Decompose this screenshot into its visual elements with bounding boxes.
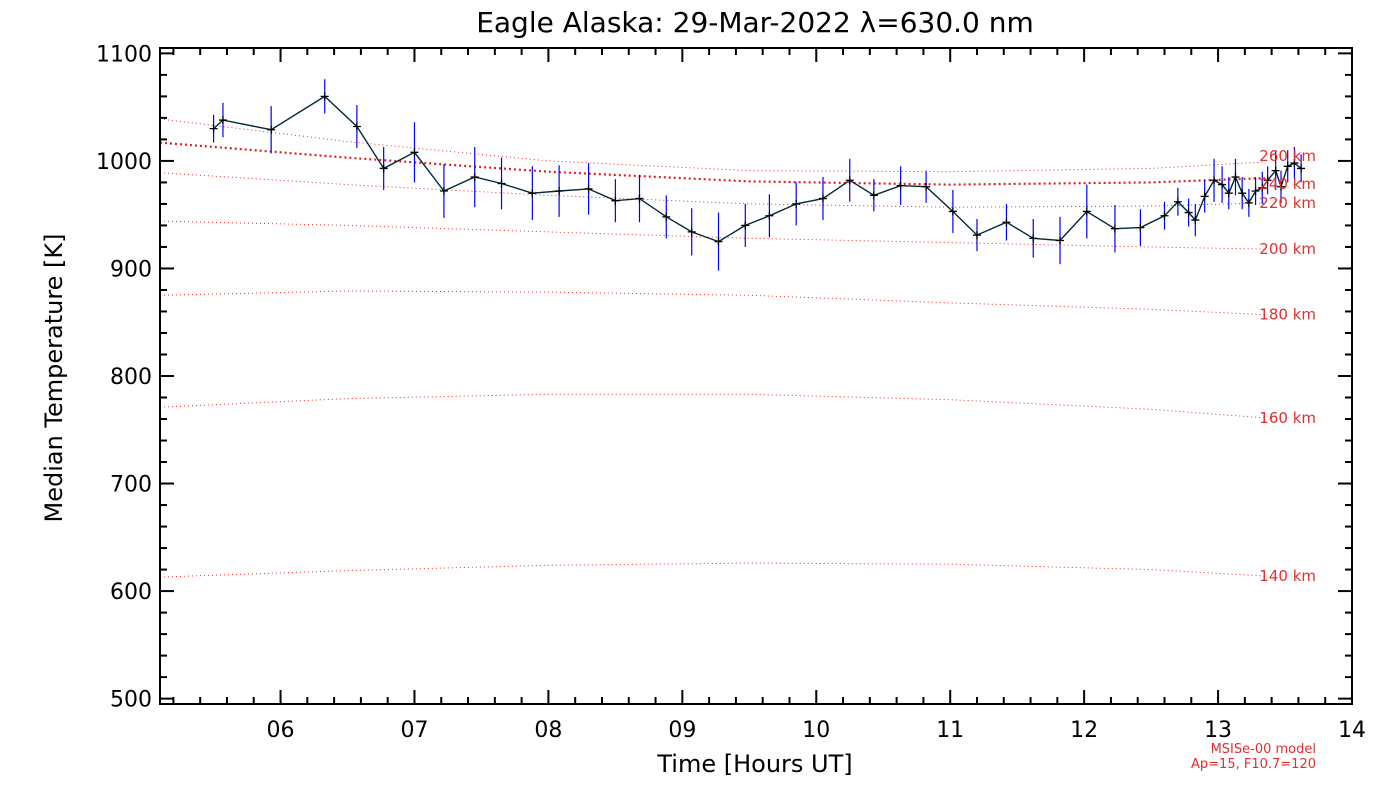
data-point bbox=[1224, 189, 1233, 198]
data-point bbox=[1173, 197, 1182, 206]
data-point bbox=[845, 176, 854, 185]
x-tick-label: 07 bbox=[400, 718, 428, 743]
data-point bbox=[1277, 182, 1286, 191]
data-markers bbox=[209, 92, 1306, 246]
data-point bbox=[584, 184, 593, 193]
y-tick-label: 1000 bbox=[96, 150, 152, 175]
model-curve bbox=[159, 172, 1265, 208]
data-point bbox=[439, 187, 448, 196]
data-point bbox=[1136, 223, 1145, 232]
x-tick-label: 11 bbox=[936, 718, 964, 743]
data-point bbox=[896, 181, 905, 190]
data-point bbox=[635, 194, 644, 203]
data-point bbox=[741, 221, 750, 230]
data-point bbox=[1251, 187, 1260, 196]
data-point bbox=[1258, 183, 1267, 192]
data-point bbox=[1271, 166, 1280, 175]
x-tick-label: 14 bbox=[1338, 718, 1366, 743]
y-axis-title: Median Temperature [K] bbox=[40, 233, 68, 522]
data-point bbox=[470, 173, 479, 182]
data-point bbox=[1002, 218, 1011, 227]
data-point bbox=[218, 116, 227, 125]
data-point bbox=[1191, 216, 1200, 225]
altitude-label: 260 km bbox=[1259, 147, 1316, 165]
x-tick-label: 12 bbox=[1070, 718, 1098, 743]
altitude-label: 200 km bbox=[1259, 240, 1316, 258]
data-point bbox=[497, 179, 506, 188]
model-curve bbox=[159, 290, 1265, 316]
data-point bbox=[1200, 192, 1209, 201]
y-tick-label: 700 bbox=[110, 473, 152, 498]
x-tick-label: 09 bbox=[668, 718, 696, 743]
x-tick-label: 08 bbox=[534, 718, 562, 743]
model-curves bbox=[159, 118, 1265, 578]
data-point bbox=[320, 92, 329, 101]
altitude-label: 140 km bbox=[1259, 567, 1316, 585]
plot-frame bbox=[159, 47, 1353, 705]
data-point bbox=[267, 125, 276, 134]
x-axis-title: Time [Hours UT] bbox=[656, 750, 852, 778]
y-tick-label: 1100 bbox=[96, 42, 152, 67]
y-tick-label: 800 bbox=[110, 365, 152, 390]
data-point bbox=[1110, 224, 1119, 233]
data-point bbox=[1290, 159, 1299, 168]
x-tick-label: 10 bbox=[802, 718, 830, 743]
tick-labels: 06 07 08 09 10 11 12 13 14 500 600 700 800 900 1000 110… bbox=[96, 42, 1366, 743]
data-point bbox=[555, 187, 564, 196]
data-point bbox=[352, 122, 361, 131]
data-point bbox=[1082, 207, 1091, 216]
x-tick-label: 06 bbox=[267, 718, 295, 743]
model-curve bbox=[159, 118, 1265, 173]
data-point bbox=[1184, 208, 1193, 217]
model-curve bbox=[159, 393, 1265, 419]
data-point bbox=[611, 196, 620, 205]
altitude-label: 220 km bbox=[1259, 194, 1316, 212]
chart-title: Eagle Alaska: 29-Mar-2022 λ=630.0 nm bbox=[476, 6, 1034, 39]
plot-axes bbox=[159, 47, 1353, 705]
data-point bbox=[528, 189, 537, 198]
data-point bbox=[379, 164, 388, 173]
data-point bbox=[662, 212, 671, 221]
data-point bbox=[1297, 164, 1306, 173]
model-curve bbox=[159, 220, 1265, 250]
data-point bbox=[714, 237, 723, 246]
altitude-label: 160 km bbox=[1259, 409, 1316, 427]
model-note-line-2: Ap=15, F10.7=120 bbox=[1191, 757, 1316, 772]
model-note-line-1: MSISe-00 model bbox=[1211, 742, 1316, 757]
model-curve bbox=[159, 562, 1265, 578]
data-point bbox=[818, 194, 827, 203]
data-point bbox=[948, 207, 957, 216]
data-point bbox=[972, 231, 981, 240]
y-tick-label: 500 bbox=[110, 688, 152, 713]
data-point bbox=[1056, 236, 1065, 245]
data-point bbox=[1238, 189, 1247, 198]
data-point bbox=[1210, 176, 1219, 185]
data-point bbox=[765, 211, 774, 220]
data-point bbox=[1160, 211, 1169, 220]
altitude-label: 180 km bbox=[1259, 306, 1316, 324]
x-tick-label: 13 bbox=[1204, 718, 1232, 743]
y-tick-label: 600 bbox=[110, 580, 152, 605]
data-point bbox=[792, 199, 801, 208]
model-curve bbox=[159, 141, 1265, 186]
error-bars bbox=[212, 79, 1302, 271]
data-point bbox=[1218, 180, 1227, 189]
data-point bbox=[410, 148, 419, 157]
data-point bbox=[922, 182, 931, 191]
y-tick-label: 900 bbox=[110, 257, 152, 282]
data-point bbox=[1231, 173, 1240, 182]
data-point bbox=[687, 227, 696, 236]
data-point bbox=[209, 124, 218, 133]
data-point bbox=[1244, 198, 1253, 207]
data-point bbox=[869, 191, 878, 200]
data-point bbox=[1263, 176, 1272, 185]
altitude-label: 240 km bbox=[1259, 175, 1316, 193]
data-point bbox=[1283, 162, 1292, 171]
data-point bbox=[1029, 234, 1038, 243]
